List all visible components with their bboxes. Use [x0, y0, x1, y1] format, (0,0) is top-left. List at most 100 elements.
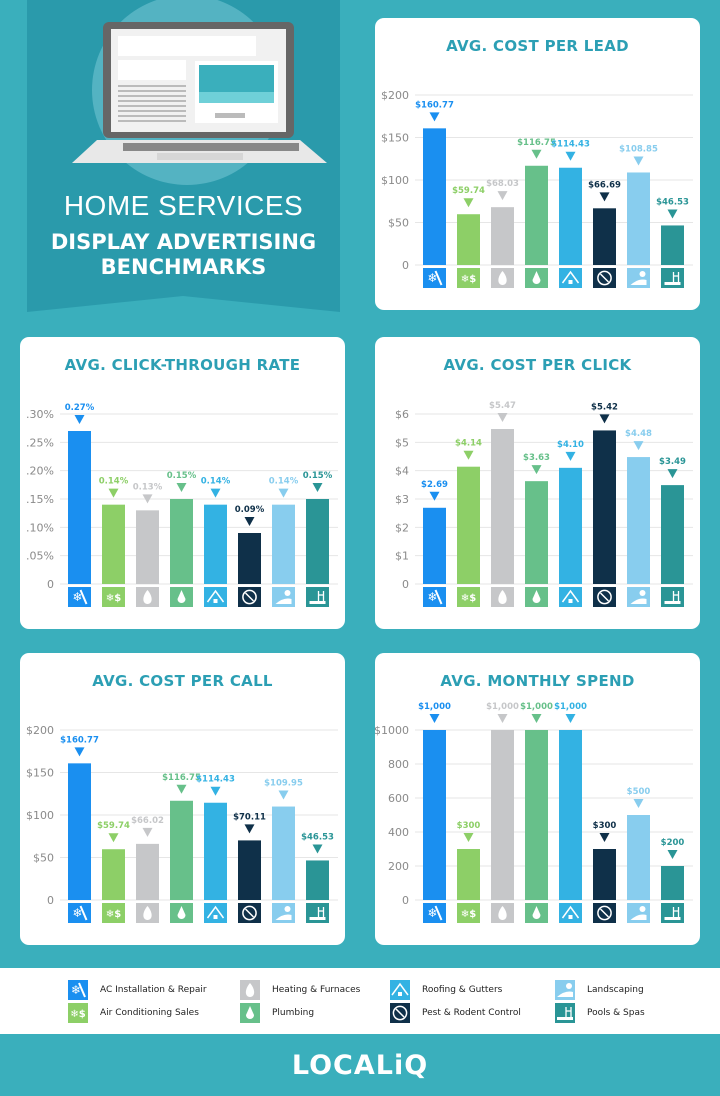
tree-landscape-icon	[555, 980, 575, 1000]
data-label: $1,000	[418, 702, 451, 712]
chart-card-cost-per-lead: AVG. COST PER LEAD 0 $50 $100 $150 $200 $160.…	[375, 18, 700, 310]
svg-text:❄$: ❄$	[461, 909, 476, 920]
y-tick-label: $200	[26, 724, 54, 737]
data-label: $108.85	[619, 144, 658, 154]
legend-label: Roofing & Gutters	[422, 985, 503, 995]
svg-text:❄: ❄	[72, 590, 82, 604]
data-label: 0.15%	[303, 471, 333, 481]
y-tick-label: 0	[47, 894, 54, 907]
value-marker-arrow	[312, 483, 323, 492]
value-marker-arrow	[565, 714, 576, 723]
value-marker-arrow	[599, 414, 610, 424]
svg-text:❄$: ❄$	[106, 593, 121, 604]
legend: ❄ AC Installation & Repair ❄$ Air Condition…	[0, 968, 720, 1034]
value-marker-arrow	[176, 784, 187, 794]
bar	[306, 499, 329, 584]
svg-text:❄: ❄	[71, 983, 81, 997]
value-marker-arrow	[74, 747, 85, 757]
snowflake-dollar-icon: ❄$	[457, 268, 480, 288]
data-label: $300	[593, 821, 617, 831]
bar	[170, 800, 193, 900]
snowflake-wrench-icon: ❄	[423, 268, 446, 288]
value-marker-arrow	[74, 415, 85, 424]
y-tick-label: $6	[395, 408, 409, 421]
snowflake-dollar-icon: ❄$	[102, 903, 125, 923]
value-marker-arrow	[429, 714, 440, 723]
value-marker-arrow	[667, 209, 678, 219]
legend-item: ❄ AC Installation & Repair	[68, 980, 207, 1000]
legend-item: Pools & Spas	[555, 1003, 645, 1023]
data-label: $4.10	[557, 440, 584, 450]
bar	[423, 507, 446, 584]
bar	[170, 499, 193, 584]
bar	[627, 815, 650, 900]
bar	[136, 843, 159, 900]
data-label: 0.09%	[235, 505, 265, 515]
value-marker-arrow	[108, 488, 119, 498]
data-label: $300	[457, 821, 481, 831]
value-marker-arrow	[497, 413, 508, 423]
data-label: $68.03	[486, 179, 519, 189]
bar	[661, 866, 684, 900]
chart-title: AVG. MONTHLY SPEND	[440, 672, 635, 690]
y-tick-label: .15%	[26, 493, 54, 506]
legend-label: Landscaping	[587, 985, 644, 995]
y-tick-label: $1	[395, 550, 409, 563]
bar	[204, 802, 227, 900]
data-label: $114.43	[196, 775, 235, 785]
value-marker-arrow	[244, 517, 255, 526]
value-marker-arrow	[565, 451, 576, 461]
data-label: $3.63	[523, 453, 550, 463]
hero-subtitle-line1: DISPLAY ADVERTISING	[50, 230, 317, 254]
house-roof-icon	[390, 980, 410, 1000]
value-marker-arrow	[108, 833, 119, 843]
data-label: $1,000	[486, 702, 519, 712]
water-drop-icon	[170, 587, 193, 607]
pool-ladder-icon	[661, 268, 684, 288]
value-marker-arrow	[531, 465, 542, 475]
value-marker-arrow	[463, 450, 474, 460]
localiq-logo: LOCALiQ	[291, 1049, 429, 1081]
svg-text:❄$: ❄$	[106, 909, 121, 920]
snowflake-dollar-icon: ❄$	[68, 1003, 88, 1023]
house-roof-icon	[559, 587, 582, 607]
bar	[136, 510, 159, 584]
y-tick-label: $50	[33, 852, 54, 865]
data-label: 0.14%	[99, 477, 129, 487]
y-tick-label: 800	[388, 758, 409, 771]
pool-ladder-icon	[661, 903, 684, 923]
bar	[661, 485, 684, 584]
svg-text:❄$: ❄$	[70, 1009, 85, 1020]
laptop-illustration	[27, 0, 340, 312]
y-tick-label: 0	[402, 578, 409, 591]
value-marker-arrow	[176, 483, 187, 492]
bar	[457, 466, 480, 584]
legend-item: Plumbing	[240, 1003, 314, 1023]
chart-card-cost-per-click: AVG. COST PER CLICK 0 $1 $2 $3 $4 $5 $6 $2.69 ❄ $…	[375, 337, 700, 629]
house-roof-icon	[559, 903, 582, 923]
data-label: $109.95	[264, 779, 303, 789]
data-label: $2.69	[421, 480, 448, 490]
bar	[272, 806, 295, 900]
chart-title: AVG. COST PER LEAD	[446, 37, 629, 55]
value-marker-arrow	[667, 850, 678, 859]
house-roof-icon	[204, 903, 227, 923]
snowflake-wrench-icon: ❄	[423, 587, 446, 607]
data-label: $46.53	[301, 832, 334, 842]
data-label: $4.14	[455, 439, 482, 449]
pool-ladder-icon	[555, 1003, 575, 1023]
tree-landscape-icon	[272, 903, 295, 923]
legend-item: Landscaping	[555, 980, 644, 1000]
value-marker-arrow	[633, 156, 644, 166]
legend-label: Air Conditioning Sales	[100, 1008, 199, 1018]
flame-icon	[240, 980, 260, 1000]
bar	[272, 504, 295, 584]
bar	[238, 840, 261, 900]
y-tick-label: .05%	[26, 550, 54, 563]
bar	[525, 730, 548, 900]
bar	[661, 225, 684, 265]
legend-label: AC Installation & Repair	[100, 985, 207, 995]
value-marker-arrow	[278, 488, 289, 498]
y-tick-label: 0	[402, 259, 409, 272]
